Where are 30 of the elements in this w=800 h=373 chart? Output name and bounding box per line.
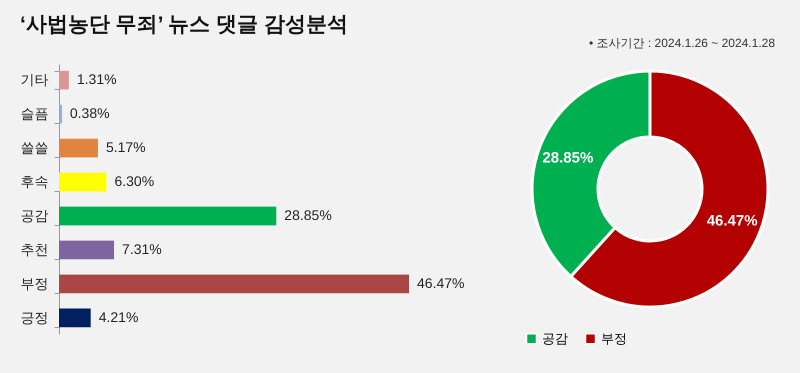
y-tick-label: 후속 — [20, 174, 48, 190]
y-tick-label: 추천 — [20, 241, 48, 258]
data-label: 28.85% — [284, 206, 332, 223]
chart-title: ‘사법농단 무죄’ 뉴스 댓글 감성분석 — [20, 13, 348, 36]
bar — [59, 240, 114, 260]
bar — [59, 206, 276, 226]
bar — [59, 274, 409, 294]
y-tick-label: 기타 — [20, 72, 48, 88]
y-tick-label: 슬픔 — [20, 106, 48, 122]
bar — [59, 104, 62, 124]
data-label: 7.31% — [122, 240, 162, 257]
data-label: 6.30% — [114, 173, 154, 190]
data-label: 0.38% — [70, 105, 110, 122]
bar — [59, 308, 91, 328]
data-label: 1.31% — [76, 71, 117, 88]
data-label: 5.17% — [106, 139, 146, 156]
data-label: 46.47% — [706, 212, 758, 230]
data-label: 46.47% — [417, 274, 464, 291]
y-tick-label: 긍정 — [20, 309, 48, 326]
legend-label: 부정 — [601, 330, 627, 346]
text: • 조사기간 : 2024.1.26 ~ 2024.1.28 — [589, 36, 776, 50]
bar — [59, 172, 106, 192]
y-tick-label: 공감 — [20, 207, 48, 224]
bar — [59, 70, 69, 90]
y-tick-label: 쓸쓸 — [20, 140, 48, 156]
data-label: 4.21% — [98, 308, 138, 325]
legend-label: 공감 — [542, 330, 568, 346]
y-tick-label: 부정 — [20, 275, 48, 292]
bar — [59, 138, 98, 158]
data-label: 28.85% — [542, 149, 594, 166]
